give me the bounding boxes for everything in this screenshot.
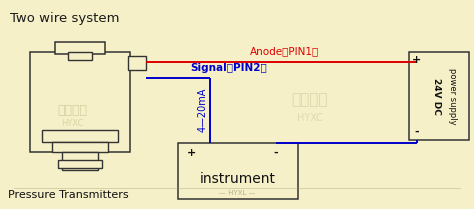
Bar	[178, 143, 298, 199]
Bar	[42, 130, 118, 142]
Text: HYXC: HYXC	[61, 120, 83, 129]
Text: 4—20mA: 4—20mA	[198, 88, 208, 132]
Text: Two wire system: Two wire system	[10, 12, 119, 25]
Bar	[409, 52, 469, 140]
Bar	[52, 142, 108, 152]
Text: 恒源兴创: 恒源兴创	[57, 103, 87, 116]
Text: power supply: power supply	[448, 68, 457, 124]
Bar	[128, 56, 146, 70]
Text: — HYXL —: — HYXL —	[219, 190, 255, 196]
Text: -: -	[415, 127, 419, 137]
Text: 恒源兴创: 恒源兴创	[292, 93, 328, 107]
Text: instrument: instrument	[200, 172, 276, 186]
Bar	[68, 52, 92, 60]
Text: Anode（PIN1）: Anode（PIN1）	[250, 46, 319, 56]
Text: -: -	[273, 148, 278, 158]
Text: +: +	[187, 148, 197, 158]
Text: HYXC: HYXC	[297, 113, 323, 123]
Bar	[30, 52, 130, 152]
Text: +: +	[412, 55, 422, 65]
Text: Pressure Transmitters: Pressure Transmitters	[8, 190, 128, 200]
Bar	[62, 152, 98, 170]
Text: 24V DC: 24V DC	[432, 78, 441, 115]
Bar	[55, 42, 105, 54]
Text: Signal（PIN2）: Signal（PIN2）	[190, 63, 267, 73]
Bar	[58, 160, 102, 168]
